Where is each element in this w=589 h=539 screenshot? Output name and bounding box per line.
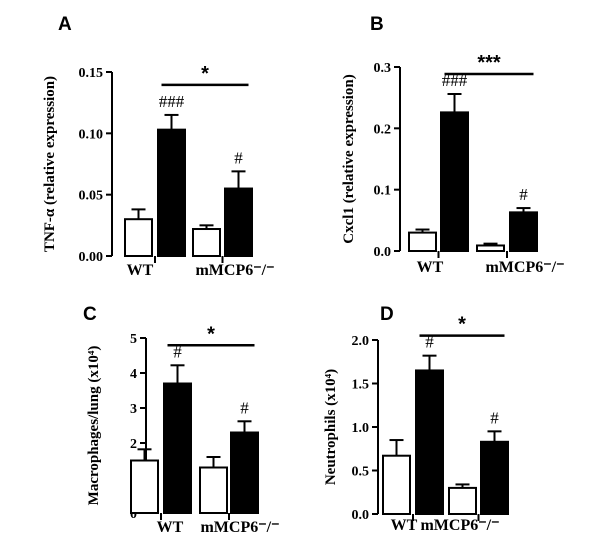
x-group-label: mMCP6⁻/⁻ [420, 517, 499, 534]
x-group-label: WT [391, 517, 418, 534]
bar-control [124, 218, 153, 257]
panel-a: A 0.00 0.05 0.10 0.15 TNF-α (relative express… [42, 14, 275, 279]
panel-c: C012345Macrophages/lung (x10⁴)##WTmMCP6⁻… [83, 304, 280, 536]
y-tick-label: 5 [130, 332, 137, 347]
bar-control [199, 466, 228, 514]
significance-star: * [207, 323, 215, 345]
y-tick-label: 1.0 [352, 421, 370, 436]
bar-treated [415, 369, 444, 516]
y-tick-label: 0.0 [374, 245, 392, 260]
y-axis-label: Neutrophils (x10⁴) [323, 369, 339, 485]
y-tick-label: 0 [130, 507, 137, 522]
significance-mark: # [425, 333, 434, 352]
y-tick-label: 0.00 [79, 250, 104, 265]
x-group-label: WT [127, 262, 154, 279]
bar-control [476, 244, 505, 252]
bar-control [130, 459, 159, 514]
significance-mark: ### [442, 71, 468, 90]
bar-treated [440, 111, 469, 252]
y-tick-label: 4 [130, 367, 137, 382]
significance-mark: # [173, 342, 182, 361]
panel-letter: C [83, 304, 97, 325]
significance-star: * [458, 314, 466, 336]
y-axis-label: Macrophages/lung (x10⁴) [86, 346, 102, 506]
significance-mark: # [240, 398, 249, 417]
significance-star: * [201, 63, 209, 85]
panel-d: D 0.0 0.5 1.0 1.5 2.0 Neutrophils (x10⁴) # # WT mM… [323, 304, 509, 534]
y-tick-label: 0.5 [352, 465, 370, 480]
bar-treated [224, 187, 253, 258]
y-tick-label: 2 [130, 437, 137, 452]
significance-mark: # [519, 185, 528, 204]
significance-mark: # [490, 408, 499, 427]
y-axis-label: TNF-α (relative expression) [42, 76, 58, 252]
panel-letter: A [58, 14, 72, 35]
x-group-label: WT [417, 259, 444, 276]
bar-treated [509, 211, 538, 252]
bar-treated [163, 382, 192, 514]
bar-control [408, 231, 437, 253]
significance-star: *** [477, 52, 501, 74]
x-group-label: mMCP6⁻/⁻ [200, 519, 279, 536]
y-tick-label: 1.5 [352, 378, 370, 393]
bar-treated [480, 440, 509, 516]
y-axis-label: Cxcl1 (relative expression) [341, 74, 357, 243]
bar-treated [157, 128, 186, 257]
panel-b: B 0.0 0.1 0.2 0.3 Cxcl1 (relative expression)… [341, 14, 565, 276]
y-tick-label: 0.3 [374, 61, 392, 76]
y-tick-label: 0.10 [79, 127, 104, 142]
panel-letter: D [380, 304, 394, 325]
bar-treated [230, 431, 259, 514]
y-tick-label: 0.0 [352, 508, 370, 523]
bar-control [448, 486, 477, 515]
x-group-label: mMCP6⁻/⁻ [485, 259, 564, 276]
x-group-label: mMCP6⁻/⁻ [195, 262, 274, 279]
y-tick-label: 0.1 [374, 184, 392, 199]
y-tick-label: 0.2 [374, 122, 392, 137]
y-tick-label: 0.05 [79, 189, 104, 204]
bar-control [192, 228, 221, 258]
y-tick-label: 3 [130, 402, 137, 417]
x-group-label: WT [157, 519, 184, 536]
panel-letter: B [370, 14, 384, 35]
significance-mark: ### [159, 92, 185, 111]
y-tick-label: 0.15 [79, 66, 104, 81]
bar-control [382, 454, 411, 515]
y-tick-label: 2.0 [352, 334, 370, 349]
significance-mark: # [234, 148, 243, 167]
